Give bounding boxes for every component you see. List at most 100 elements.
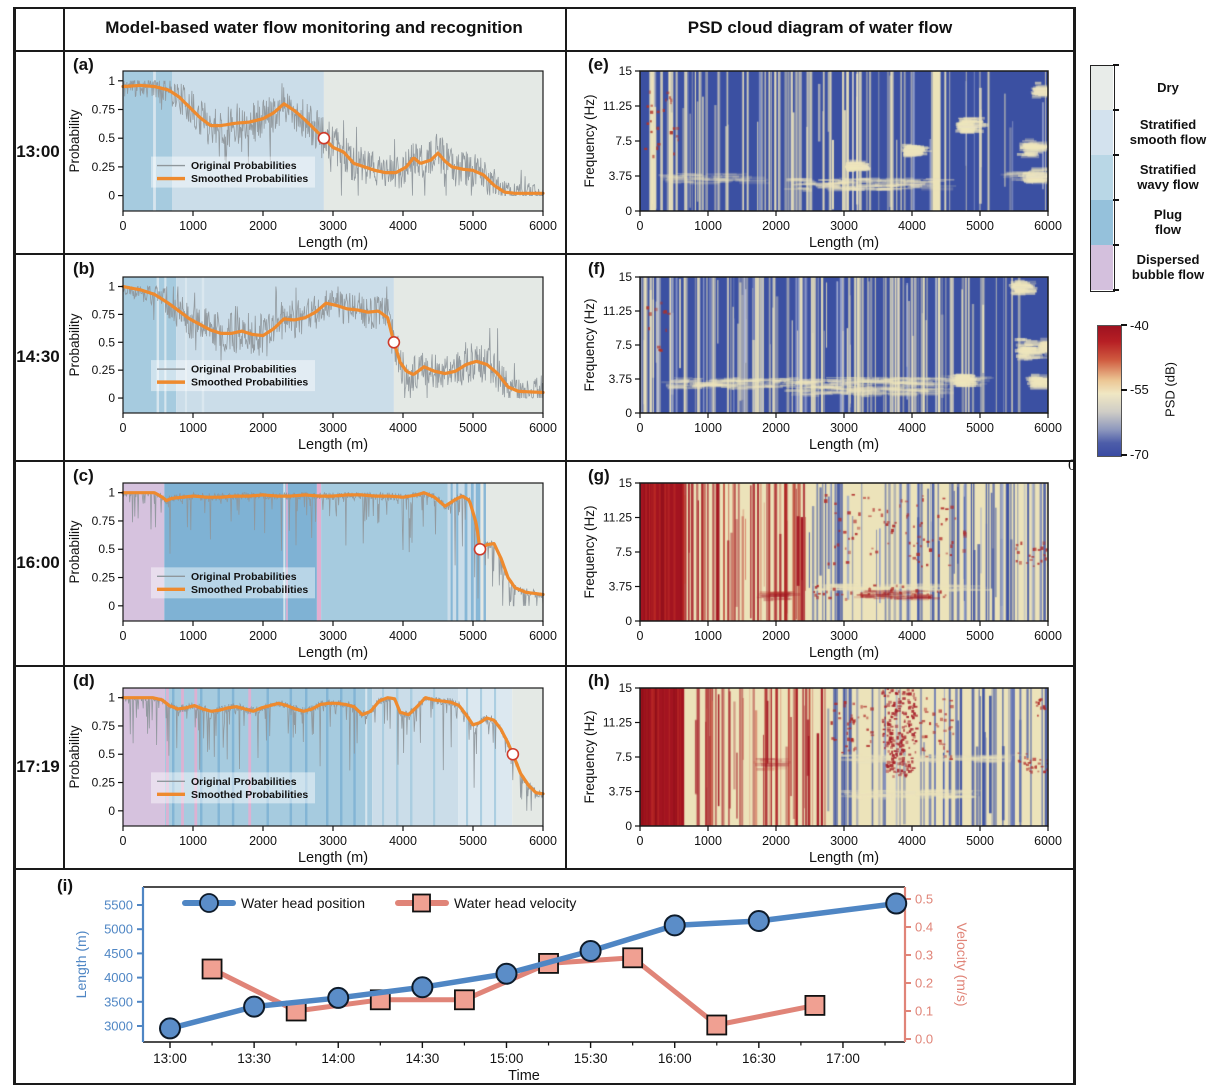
flow-legend-swatch-2	[1090, 155, 1113, 200]
colorbar-tick-neg70: -70	[1130, 447, 1149, 462]
panel-label-d: (d)	[73, 671, 95, 690]
svg-text:0.4: 0.4	[915, 920, 933, 935]
flow-legend-swatch-4	[1090, 245, 1113, 290]
svg-text:1000: 1000	[694, 629, 722, 643]
svg-text:1000: 1000	[179, 834, 207, 848]
svg-text:6000: 6000	[1034, 219, 1062, 233]
svg-text:5000: 5000	[966, 629, 994, 643]
svg-text:2000: 2000	[762, 629, 790, 643]
colorbar-tick-neg55: -55	[1130, 382, 1149, 397]
panel-label-a: (a)	[73, 55, 94, 74]
svg-text:Original Probabilities: Original Probabilities	[191, 571, 297, 583]
panel-label-i: (i)	[57, 876, 74, 895]
position-marker	[159, 1017, 181, 1040]
svg-text:17:00: 17:00	[826, 1051, 860, 1066]
svg-text:1: 1	[108, 486, 115, 500]
svg-text:0: 0	[108, 391, 115, 405]
svg-text:6000: 6000	[1034, 834, 1062, 848]
svg-text:0: 0	[108, 804, 115, 818]
flow-legend-swatch-1	[1090, 110, 1113, 155]
svg-text:0: 0	[637, 629, 644, 643]
svg-text:0: 0	[625, 406, 632, 420]
colorbar-tick-mark	[1121, 454, 1127, 456]
svg-text:Probability: Probability	[67, 520, 82, 583]
svg-text:Length (m): Length (m)	[809, 850, 879, 866]
probability-legend-box	[151, 772, 315, 804]
svg-text:15: 15	[619, 681, 633, 695]
svg-text:0.3: 0.3	[915, 948, 933, 963]
svg-text:5000: 5000	[459, 219, 487, 233]
transition-point-marker	[473, 542, 487, 556]
svg-text:0.0: 0.0	[915, 1032, 933, 1047]
svg-text:3.75: 3.75	[609, 372, 633, 386]
svg-text:5000: 5000	[966, 421, 994, 435]
svg-text:0.5: 0.5	[915, 892, 933, 907]
svg-text:3000: 3000	[830, 219, 858, 233]
panel-label-f: (f)	[588, 259, 605, 278]
svg-text:1: 1	[108, 74, 115, 88]
svg-text:13:00: 13:00	[153, 1051, 187, 1066]
flow-legend-swatch-3	[1090, 200, 1113, 245]
transition-point-marker	[317, 131, 331, 145]
colorbar-tick-neg40: -40	[1130, 318, 1149, 333]
svg-text:6000: 6000	[529, 219, 557, 233]
transition-point-marker	[506, 747, 520, 761]
svg-text:1000: 1000	[694, 834, 722, 848]
svg-text:0.5: 0.5	[98, 747, 115, 761]
svg-text:16:30: 16:30	[742, 1051, 776, 1066]
svg-text:7.5: 7.5	[615, 134, 632, 148]
position-marker	[327, 986, 350, 1009]
svg-text:5000: 5000	[459, 421, 487, 435]
svg-text:3000: 3000	[319, 629, 347, 643]
flow-legend-tick	[1113, 289, 1119, 291]
position-marker	[579, 939, 602, 962]
svg-text:6000: 6000	[529, 421, 557, 435]
flow-type-legend-border	[1090, 65, 1115, 292]
svg-text:7.5: 7.5	[615, 545, 632, 559]
panel-f-psd-axes: 15 11.25 7.5 3.75 0 Frequency (Hz) 0 1000 2000 30…	[582, 270, 1062, 453]
svg-text:6000: 6000	[529, 629, 557, 643]
svg-text:0: 0	[108, 599, 115, 613]
svg-text:5500: 5500	[104, 898, 133, 913]
svg-text:14:00: 14:00	[321, 1051, 355, 1066]
svg-text:4000: 4000	[389, 834, 417, 848]
svg-text:Smoothed Probabilities: Smoothed Probabilities	[191, 173, 308, 185]
svg-text:3000: 3000	[830, 421, 858, 435]
panel-e-psd-axes: 15 11.25 7.5 3.75 0 Frequency (Hz) 0 1000 2000 30…	[582, 64, 1062, 251]
svg-text:6000: 6000	[1034, 421, 1062, 435]
grid-line	[63, 7, 65, 868]
svg-text:1000: 1000	[179, 219, 207, 233]
grid-line	[13, 1083, 1075, 1085]
grid-line	[13, 7, 16, 1085]
flow-legend-tick	[1113, 109, 1119, 111]
flow-legend-swatch-0	[1090, 65, 1113, 110]
svg-text:4000: 4000	[104, 970, 133, 985]
svg-text:0: 0	[637, 834, 644, 848]
flow-legend-tick	[1113, 244, 1119, 246]
flow-legend-label-plug: Plug flow	[1153, 207, 1183, 237]
panel-a-probability-chart: 1 0.75 0.5 0.25 0 Probability 0 1000 2000 3000 400…	[67, 70, 557, 251]
svg-text:0.5: 0.5	[98, 542, 115, 556]
probability-legend-box	[151, 567, 315, 599]
panel-label-e: (e)	[588, 55, 609, 74]
svg-text:15: 15	[619, 270, 633, 284]
svg-text:3000: 3000	[319, 834, 347, 848]
probability-legend-box	[151, 156, 315, 188]
svg-text:Time: Time	[508, 1068, 540, 1084]
svg-text:Water head velocity: Water head velocity	[454, 895, 576, 911]
panel-g-psd-axes: 15 11.25 7.5 3.75 0 Frequency (Hz) 0 1000 2000 30…	[582, 476, 1062, 661]
svg-text:3000: 3000	[830, 834, 858, 848]
svg-text:3000: 3000	[830, 629, 858, 643]
svg-text:0.75: 0.75	[92, 103, 116, 117]
svg-text:0: 0	[625, 819, 632, 833]
svg-text:3000: 3000	[319, 421, 347, 435]
svg-text:Smoothed Probabilities: Smoothed Probabilities	[191, 584, 308, 596]
position-marker	[663, 914, 686, 937]
svg-text:Probability: Probability	[67, 109, 82, 172]
panel-h-psd-axes: 15 11.25 7.5 3.75 0 Frequency (Hz) 0 1000 2000 30…	[582, 681, 1062, 866]
svg-text:0.5: 0.5	[98, 131, 115, 145]
svg-text:0: 0	[637, 421, 644, 435]
flow-legend-tick	[1113, 64, 1119, 66]
row-time-16-00: 16:00	[16, 553, 60, 572]
svg-text:Water head position: Water head position	[241, 895, 365, 911]
